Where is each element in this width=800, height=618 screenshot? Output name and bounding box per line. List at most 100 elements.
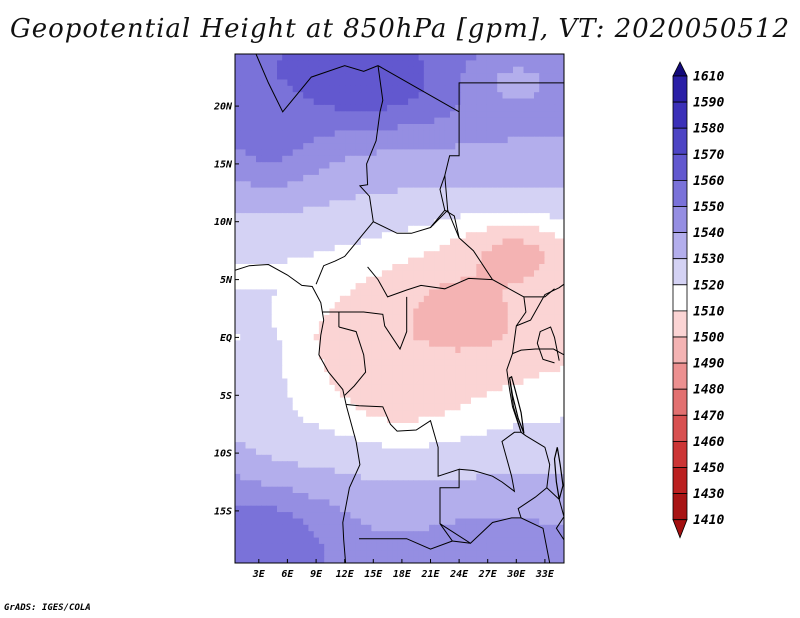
field-cell xyxy=(256,505,262,513)
field-cell xyxy=(297,187,304,195)
field-cell xyxy=(345,289,351,297)
field-cell xyxy=(324,353,330,360)
field-cell xyxy=(497,340,503,348)
field-cell xyxy=(455,524,462,532)
field-cell xyxy=(507,353,514,360)
field-cell xyxy=(245,410,252,418)
field-cell xyxy=(518,238,524,246)
field-cell xyxy=(460,92,467,100)
field-cell xyxy=(523,321,530,329)
field-cell xyxy=(318,524,325,532)
field-cell xyxy=(366,321,372,329)
field-cell xyxy=(250,181,257,189)
field-cell xyxy=(434,143,441,151)
field-cell xyxy=(408,346,414,354)
field-cell xyxy=(402,429,409,437)
field-cell xyxy=(486,187,493,195)
field-cell xyxy=(481,238,488,246)
field-cell xyxy=(250,480,257,488)
field-cell xyxy=(324,225,330,233)
field-cell xyxy=(366,60,372,68)
field-cell xyxy=(240,124,246,131)
field-cell xyxy=(313,403,320,411)
field-cell xyxy=(465,111,472,119)
field-cell xyxy=(397,346,404,354)
field-cell xyxy=(486,493,493,500)
field-cell xyxy=(455,244,462,252)
field-cell xyxy=(266,340,273,348)
field-cell xyxy=(523,244,530,252)
field-cell xyxy=(387,174,393,182)
field-cell xyxy=(528,181,535,189)
field-cell xyxy=(256,461,262,469)
field-cell xyxy=(355,174,362,182)
field-cell xyxy=(418,353,425,360)
field-cell xyxy=(534,480,540,488)
field-cell xyxy=(381,505,388,513)
field-cell xyxy=(292,98,299,106)
field-cell xyxy=(235,448,241,456)
field-cell xyxy=(371,206,378,214)
field-cell xyxy=(539,270,545,278)
field-cell xyxy=(381,60,388,68)
field-cell xyxy=(292,276,299,284)
field-cell xyxy=(334,524,341,532)
field-cell xyxy=(423,174,430,182)
field-cell xyxy=(318,251,325,259)
field-cell xyxy=(277,524,283,532)
field-cell xyxy=(261,321,267,329)
field-cell xyxy=(402,295,409,303)
field-cell xyxy=(492,550,498,558)
field-cell xyxy=(397,327,404,335)
field-cell xyxy=(371,346,378,354)
field-cell xyxy=(324,60,330,68)
field-cell xyxy=(434,276,441,284)
field-cell xyxy=(303,384,309,392)
field-cell xyxy=(544,467,551,475)
field-cell xyxy=(277,111,283,119)
field-cell xyxy=(560,232,564,240)
field-cell xyxy=(460,321,467,329)
field-cell xyxy=(439,295,446,303)
field-cell xyxy=(355,238,362,246)
field-cell xyxy=(523,225,530,233)
field-cell xyxy=(397,85,404,93)
field-cell xyxy=(245,353,252,360)
field-cell xyxy=(502,334,509,341)
field-cell xyxy=(308,486,315,494)
field-cell xyxy=(397,117,404,125)
field-cell xyxy=(324,556,330,563)
field-cell xyxy=(528,397,535,405)
field-cell xyxy=(350,518,357,526)
field-cell xyxy=(497,403,503,411)
field-cell xyxy=(366,200,372,208)
field-cell xyxy=(355,524,362,532)
field-cell xyxy=(350,340,357,348)
field-cell xyxy=(366,454,372,462)
field-cell xyxy=(277,550,283,558)
field-cell xyxy=(402,543,409,551)
field-cell xyxy=(465,550,472,558)
field-cell xyxy=(256,181,262,189)
field-cell xyxy=(439,238,446,246)
field-cell xyxy=(345,251,351,259)
field-cell xyxy=(371,378,378,386)
field-cell xyxy=(507,283,514,291)
field-cell xyxy=(534,429,540,437)
field-cell xyxy=(502,251,509,259)
field-cell xyxy=(371,187,378,195)
field-cell xyxy=(292,493,299,500)
field-cell xyxy=(413,416,420,424)
field-cell xyxy=(397,518,404,526)
field-cell xyxy=(429,85,435,93)
field-cell xyxy=(366,353,372,360)
field-cell xyxy=(387,251,393,259)
field-cell xyxy=(497,264,503,271)
field-cell xyxy=(339,136,346,144)
field-cell xyxy=(408,111,414,119)
field-cell xyxy=(471,302,477,310)
field-cell xyxy=(534,251,540,259)
field-cell xyxy=(481,365,488,373)
field-cell xyxy=(334,295,341,303)
field-cell xyxy=(534,85,540,93)
